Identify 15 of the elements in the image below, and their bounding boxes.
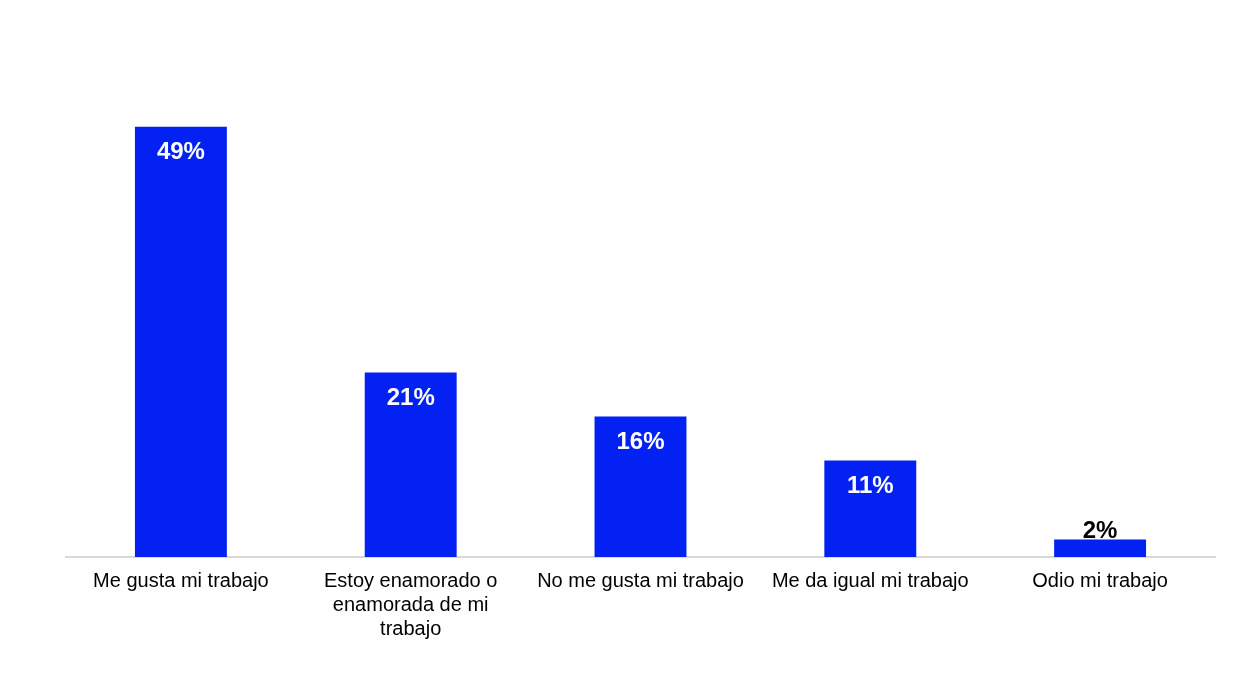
x-tick-label: Estoy enamorado o enamorada de mi trabajo — [323, 568, 498, 639]
data-label: 11% — [846, 471, 894, 499]
data-label: 49% — [156, 137, 205, 165]
x-tick-label: Me gusta mi trabajo — [93, 568, 269, 591]
bar — [594, 416, 687, 557]
x-tick-label: Odio mi trabajo — [1032, 568, 1168, 591]
data-label: 21% — [386, 383, 435, 411]
bar — [1054, 539, 1147, 557]
x-tick-label: No me gusta mi trabajo — [537, 568, 744, 591]
data-label: 16% — [616, 427, 665, 455]
bar — [134, 126, 227, 557]
x-tick-label: Me da igual mi trabajo — [771, 568, 969, 591]
bar — [364, 372, 457, 557]
bar — [824, 460, 917, 557]
data-label: 2% — [1082, 516, 1118, 544]
